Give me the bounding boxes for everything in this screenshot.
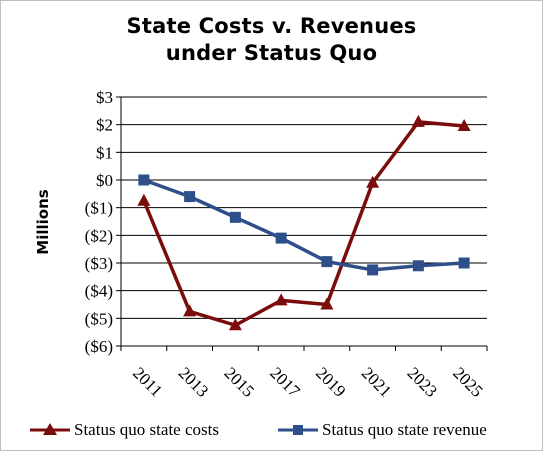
chart-title-line-1: State Costs v. Revenues: [126, 14, 417, 38]
series-1-point-2017: [275, 232, 287, 244]
legend-swatch-revenue: [278, 425, 318, 435]
y-tick-label-6: ($3): [85, 254, 113, 273]
legend-label-costs: Status quo state costs: [74, 420, 219, 439]
x-tick-labels: 2011 2013 2015 2017 2019 2021 2023 2025: [129, 363, 487, 401]
x-tick-label-2023: 2023: [404, 363, 441, 400]
y-tick-label-1: $2: [96, 116, 113, 135]
series-0-point-2025: [457, 119, 471, 132]
series-0-point-2011: [137, 193, 151, 206]
y-tick-label-4: ($1): [85, 199, 113, 218]
x-tick-label-2017: 2017: [266, 363, 304, 401]
series-1-point-2011: [138, 174, 150, 186]
series-1-point-2019: [321, 256, 333, 268]
series-0-point-2017: [274, 293, 288, 306]
series-0-point-2023: [411, 114, 425, 127]
y-tick-label-2: $1: [96, 143, 113, 162]
x-tick-label-2019: 2019: [312, 363, 349, 400]
x-tick-label-2021: 2021: [358, 363, 395, 400]
series-1-point-2015: [229, 211, 241, 223]
y-tick-labels: $3 $2 $1 $0 ($1) ($2) ($3) ($4) ($5) ($6): [85, 88, 113, 356]
series-1-point-2021: [367, 264, 379, 276]
legend-item-revenue: Status quo state revenue: [276, 420, 487, 440]
y-tick-label-9: ($6): [85, 337, 113, 356]
grid-lines: [121, 96, 487, 347]
series-0-point-2019: [320, 297, 334, 310]
y-tick-label-8: ($5): [85, 309, 113, 328]
y-tick-label-0: $3: [96, 88, 113, 107]
legend: Status quo state costs Status quo state …: [0, 420, 543, 446]
series-1-point-2025: [458, 257, 470, 269]
series-group: [137, 114, 471, 331]
legend-label-revenue: Status quo state revenue: [322, 420, 487, 439]
series-0-point-2015: [228, 318, 242, 331]
series-line-1: [143, 178, 465, 272]
series-0-point-2013: [183, 304, 197, 317]
legend-item-costs: Status quo state costs: [28, 420, 219, 440]
y-tick-label-5: ($2): [85, 226, 113, 245]
chart-title-line-2: under Status Quo: [165, 41, 378, 65]
x-tick-label-2025: 2025: [449, 363, 486, 400]
y-tick-label-3: $0: [96, 171, 113, 190]
series-1-point-2013: [184, 191, 196, 203]
axes: [116, 96, 488, 351]
x-tick-label-2013: 2013: [175, 363, 212, 400]
x-tick-label-2011: 2011: [129, 363, 166, 400]
series-0-point-2021: [366, 175, 380, 188]
legend-swatch-costs: [30, 423, 70, 435]
line-chart: $3$2$1$0($1)($2)($3)($4)($5)($6) 2011 201…: [85, 88, 488, 401]
series-1-point-2023: [412, 260, 424, 272]
series-line-0: [142, 120, 465, 327]
y-tick-label-7: ($4): [85, 282, 113, 301]
x-tick-label-2015: 2015: [221, 363, 258, 400]
